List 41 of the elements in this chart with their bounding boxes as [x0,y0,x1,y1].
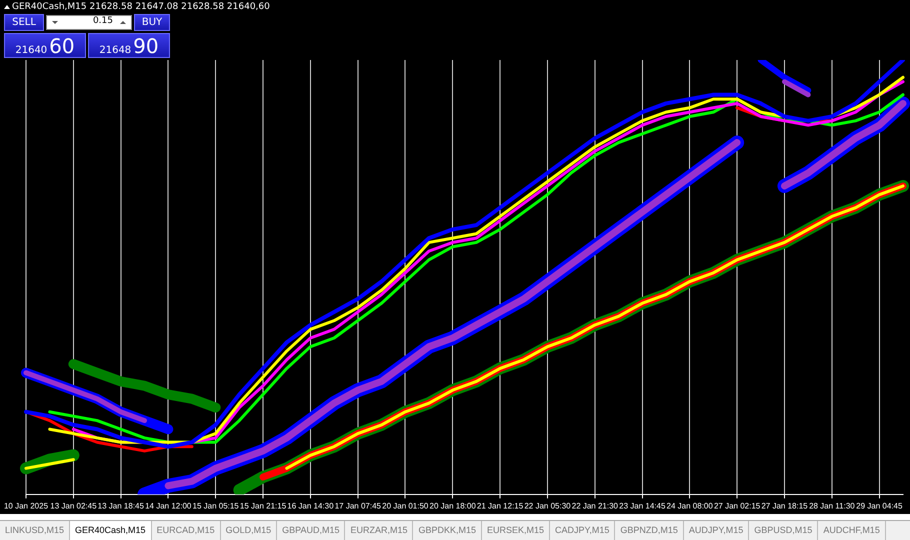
x-tick-label: 14 Jan 12:00 [145,501,192,510]
text: 21648 [99,45,132,56]
x-tick-label: 20 Jan 01:50 [382,501,429,510]
x-tick-label: 24 Jan 08:00 [666,501,714,510]
text: EURZAR,M15 [345,521,414,540]
text: 90 [133,34,159,58]
x-tick-label: 16 Jan 14:30 [287,501,334,510]
text: EURSEK,M15 [482,521,550,540]
text: GBPAUD,M15 [277,521,346,540]
x-tick-label: 29 Jan 04:45 [856,501,903,510]
x-tick-label: 15 Jan 05:15 [192,501,240,510]
text: SELL [4,14,44,31]
x-tick-label: 15 Jan 21:15 [240,501,287,510]
text: LINKUSD,M15 [0,521,70,540]
text: GBPNZD,M15 [615,521,684,540]
text: GOLD,M15 [220,521,278,540]
chart-title: GER40Cash,M15 [12,2,87,12]
x-tick-label: 28 Jan 11:30 [809,501,856,510]
text: GER40Cash,M15 [70,521,152,540]
x-tick-label: 20 Jan 18:00 [430,501,476,510]
text: EURCAD,M15 [152,521,221,540]
x-tick-label: 22 Jan 05:30 [524,501,572,510]
x-tick-label: 22 Jan 21:30 [572,501,619,510]
x-tick-label: 21 Jan 12:15 [476,501,524,510]
x-tick-label: 13 Jan 18:45 [98,501,144,510]
x-tick-label: 13 Jan 02:45 [50,501,98,510]
text: GBPUSD,M15 [749,521,818,540]
x-tick-label: 23 Jan 14:45 [619,501,666,510]
chart-subtitle: 21628.58 21647.08 21628.58 21640,60 [90,2,270,12]
text: GBPDKK,M15 [413,521,482,540]
x-tick-label: 27 Jan 02:15 [714,501,761,510]
text: AUDJPY,M15 [684,521,750,540]
text: 21640 [15,45,48,56]
x-tick-label: 10 Jan 2025 [4,501,49,510]
x-tick-label: 27 Jan 18:15 [761,501,808,510]
x-tick-label: 17 Jan 07:45 [334,501,382,510]
text: BUY [134,14,170,31]
text: 60 [49,34,75,58]
text: CADJPY,M15 [550,521,616,540]
text: 0.15 [92,16,113,26]
text: AUDCHF,M15 [818,521,886,540]
